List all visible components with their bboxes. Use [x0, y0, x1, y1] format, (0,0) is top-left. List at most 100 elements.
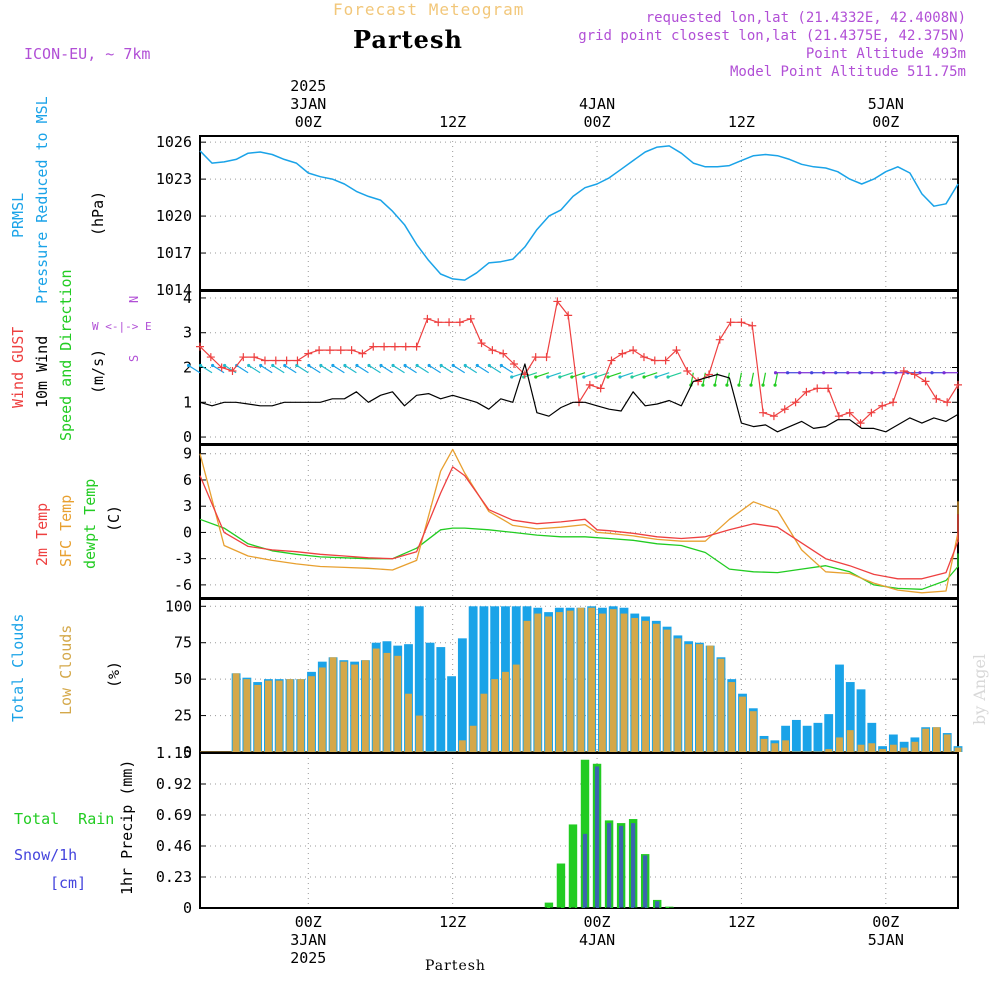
wind-direction-arrow [236, 364, 249, 374]
bottom-time-label-line: 00Z [294, 913, 322, 931]
precipitation-frame [199, 752, 959, 909]
wind-direction-arrow [368, 364, 381, 374]
wind-gust-marker [325, 346, 334, 355]
total-clouds-bar [802, 725, 812, 752]
low-clouds-bar [405, 693, 412, 752]
total-clouds-bar [899, 741, 909, 752]
low-clouds-bar [739, 696, 746, 752]
wind-arrow-head [737, 383, 741, 387]
total-clouds-bar [824, 714, 834, 752]
wind-arrow-head [642, 375, 646, 379]
wind-gust-marker [856, 419, 865, 428]
bottom-time-label: 00Z 4JAN [557, 913, 637, 949]
wind-gust-marker [488, 346, 497, 355]
low-clouds-bar [717, 658, 725, 752]
wind-direction-arrow [320, 364, 333, 374]
wind-gust-marker [553, 297, 562, 306]
low-clouds-bar [351, 664, 359, 752]
low-clouds-bar [394, 655, 402, 752]
snow-bar [655, 901, 660, 908]
wind-arrow-head [510, 375, 514, 379]
top-time-label-line: 2025 [290, 77, 327, 95]
wind-arrow-head [355, 363, 359, 368]
wind-gust-marker [217, 363, 226, 372]
wind-arrow-head [666, 375, 670, 379]
precipitation-ytick-label: 1.15 [156, 744, 192, 762]
wind-arrow-head [295, 363, 299, 368]
wind-arrow-head [618, 375, 622, 379]
wind-gust-marker [737, 318, 746, 327]
low-clouds-bar [588, 607, 596, 752]
low-clouds-bar [254, 684, 262, 752]
wind-gust-marker [369, 342, 378, 351]
rain-bar [556, 863, 566, 908]
wind-direction-arrow [188, 364, 201, 374]
low-clouds-bar [685, 644, 693, 752]
pressure-ytick-label: 1017 [156, 244, 192, 262]
bottom-time-label: 00Z 5JAN [846, 913, 926, 949]
bottom-time-label: 12Z [990, 913, 1000, 931]
wind-arrow-head [810, 371, 814, 375]
low-clouds-bar [308, 676, 315, 752]
total-clouds-bar [888, 734, 898, 752]
wind-gust-marker [510, 360, 519, 369]
wind-arrow-head [247, 363, 251, 368]
wind-gust-marker [315, 346, 324, 355]
snow-bar [594, 766, 600, 908]
wind-direction-arrow [392, 364, 405, 374]
low-clouds-bar [415, 715, 423, 752]
low-clouds-bar [663, 629, 671, 752]
wind-arrow-head [701, 383, 705, 387]
wind-gust-marker [412, 342, 421, 351]
wind-direction-arrow [344, 364, 357, 374]
rain-bar [568, 824, 578, 908]
precipitation-ytick-label: 0.46 [156, 837, 192, 855]
pressure-frame [199, 135, 959, 291]
wind-direction-arrow [380, 364, 393, 374]
wind-direction-arrow [332, 364, 345, 374]
wind-gust-marker [336, 346, 345, 355]
model-point-altitude: Model Point Altitude 511.75m [729, 64, 966, 80]
wind-arrow-head [785, 371, 790, 375]
low-clouds-bar [512, 664, 520, 752]
wind-direction-arrow [571, 372, 586, 378]
wind-gust-marker [791, 398, 800, 407]
clouds-ytick-label: 100 [165, 597, 192, 615]
wind-ytick-label: 3 [183, 324, 192, 342]
wind-ytick-label: 4 [183, 289, 192, 307]
wind-direction-arrow [200, 364, 213, 374]
wind-direction-arrow [690, 372, 694, 386]
wind-gust-marker [466, 314, 475, 323]
wind-gust-marker [629, 346, 638, 355]
total-clouds-bar [490, 606, 500, 752]
top-time-label: 12Z [413, 113, 493, 131]
top-time-label: 5JAN 00Z [846, 95, 926, 131]
temperature-ytick-label: 0 [183, 523, 192, 541]
low-clouds-bar [545, 616, 552, 752]
low-clouds-bar [534, 613, 542, 752]
wind-direction-arrow [212, 364, 225, 374]
wind-speed-line [199, 363, 959, 433]
temperature-ytick-label: 3 [183, 497, 192, 515]
wind-gust-marker [889, 398, 898, 407]
low-clouds-bar [911, 741, 919, 752]
bottom-time-label-line: 12Z [439, 913, 467, 931]
wind-direction-arrow [523, 372, 538, 378]
wind-gust-marker [639, 353, 648, 362]
low-clouds-bar [372, 648, 380, 752]
wind-arrow-head [894, 371, 898, 375]
low-clouds-bar [954, 747, 962, 752]
wind-gust-marker [932, 394, 941, 403]
total-clouds-bar [468, 606, 478, 752]
precipitation-ytick-label: 0.69 [156, 806, 192, 824]
wind-arrow-head [858, 371, 862, 375]
total-clouds-bar [867, 722, 877, 752]
bottom-time-label-line: 00Z [583, 913, 611, 931]
wind-gust-marker [813, 384, 822, 393]
wind-direction-arrow [774, 372, 779, 386]
wind-gust-marker [607, 356, 616, 365]
top-time-label-line: 00Z [872, 113, 900, 131]
wind-gust-marker [542, 353, 551, 362]
total-clouds-bar [457, 638, 467, 752]
precipitation-ytick-label: 0 [183, 899, 192, 917]
